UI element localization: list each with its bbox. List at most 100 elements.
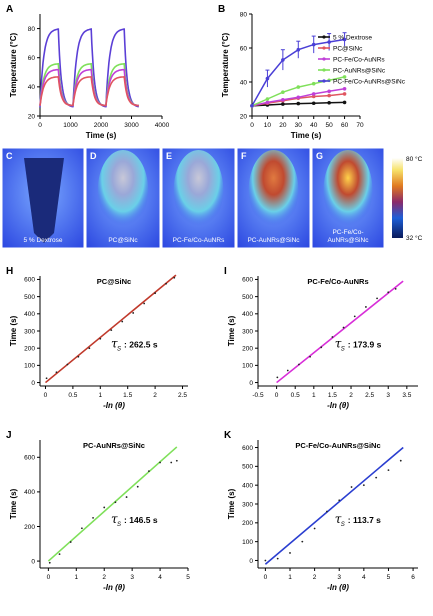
x-tick-label: 20	[279, 122, 287, 129]
data-point	[309, 355, 311, 358]
data-point	[342, 92, 347, 96]
image-label: 5 % Dextrose	[23, 237, 62, 244]
legend-entry: PC-Fe/Co-AuNRs@SiNc	[333, 78, 406, 85]
legend-entry: PC-Fe/Co-AuNRs	[333, 56, 385, 63]
panel-letter: K	[224, 430, 232, 441]
x-axis-label: -ln (θ)	[103, 401, 125, 410]
y-tick-label: 600	[24, 455, 35, 462]
data-point	[365, 306, 367, 308]
y-tick-label: 400	[24, 311, 35, 318]
data-point	[289, 552, 291, 554]
legend-marker	[322, 68, 326, 72]
tau-value: : 113.7 s	[348, 515, 381, 525]
y-tick-label: 200	[24, 345, 35, 352]
data-point	[313, 527, 316, 530]
y-tick-label: 0	[249, 380, 253, 387]
data-point	[298, 363, 300, 366]
data-point	[375, 476, 378, 479]
panel-letter: D	[90, 151, 97, 161]
y-tick-label: 60	[240, 45, 248, 52]
legend-marker	[322, 57, 326, 61]
thermal-image-e: E PC-Fe/Co-AuNRs	[161, 147, 236, 249]
panel-letter: I	[224, 266, 227, 277]
y-tick-label: 400	[242, 482, 253, 489]
data-point	[296, 95, 301, 100]
y-tick-label: 40	[28, 84, 36, 91]
y-tick-label: 100	[242, 539, 253, 546]
image-label: PC-AuNRs@SiNc	[247, 237, 300, 244]
data-point	[342, 75, 347, 79]
thermal-image-d: D PC@SiNc	[85, 147, 161, 249]
data-point	[114, 501, 117, 504]
x-axis-label: -ln (θ)	[327, 401, 349, 410]
data-point	[399, 459, 402, 462]
fit-line	[264, 446, 404, 565]
data-point	[342, 37, 347, 42]
x-tick-label: 0	[47, 574, 51, 581]
y-tick-label: 80	[240, 11, 248, 18]
data-point	[281, 58, 285, 62]
x-axis-label: Time (s)	[291, 131, 322, 140]
y-tick-label: 500	[242, 294, 253, 301]
data-point	[376, 297, 378, 300]
x-tick-label: 2	[349, 392, 353, 399]
y-tick-label: 200	[242, 345, 253, 352]
data-point	[327, 93, 331, 98]
y-tick-label: 400	[24, 489, 35, 496]
tau-symbol: τ	[111, 337, 118, 351]
data-point	[264, 559, 267, 562]
image-label: PC@SiNc	[108, 237, 138, 244]
image-label-line: AuNRs@SiNc	[328, 237, 370, 244]
data-point	[265, 97, 270, 101]
panel-letter: G	[316, 151, 323, 161]
x-tick-label: 40	[310, 122, 318, 129]
x-tick-label: 2	[313, 574, 317, 581]
data-point	[394, 287, 397, 290]
x-tick-label: 2	[153, 392, 157, 399]
y-tick-label: 200	[242, 520, 253, 527]
data-point	[159, 461, 161, 464]
panel-letter: H	[6, 266, 13, 277]
data-point	[58, 553, 61, 556]
data-point	[296, 47, 301, 52]
y-tick-label: 300	[24, 328, 35, 335]
y-axis-label: Time (s)	[227, 488, 236, 519]
image-label: PC-Fe/Co-AuNRs	[173, 237, 225, 244]
data-point	[103, 506, 106, 509]
data-point	[265, 76, 270, 81]
x-axis-label: Time (s)	[86, 131, 117, 140]
data-point	[110, 329, 113, 332]
x-tick-label: 3	[337, 574, 341, 581]
data-point	[342, 326, 345, 329]
tau-value: : 146.5 s	[124, 515, 158, 525]
x-tick-label: 1.5	[123, 392, 132, 399]
data-point	[281, 98, 285, 102]
x-axis-label: -ln (θ)	[103, 583, 125, 592]
data-point	[327, 100, 331, 105]
x-axis-label: -ln (θ)	[327, 583, 349, 592]
x-tick-label: 1	[74, 574, 78, 581]
data-point	[48, 561, 51, 564]
data-point	[143, 302, 146, 305]
data-point	[338, 499, 341, 502]
x-tick-label: 3	[386, 392, 390, 399]
fit-line	[44, 274, 177, 384]
x-tick-label: 0	[44, 392, 48, 399]
plot-title: PC-Fe/Co-AuNRs@SiNc	[295, 441, 380, 450]
data-point	[342, 100, 347, 105]
x-tick-label: 4000	[155, 122, 170, 129]
x-tick-label: 2.5	[178, 392, 187, 399]
data-point	[92, 516, 94, 519]
data-point	[132, 312, 135, 314]
x-tick-label: 0.5	[291, 392, 300, 399]
data-point	[311, 42, 316, 47]
legend-entry: PC@SiNc	[333, 45, 363, 52]
x-tick-label: 5	[186, 574, 190, 581]
tau-subscript: S	[341, 522, 345, 528]
data-point	[154, 292, 157, 295]
series-line-3	[39, 76, 139, 107]
y-tick-label: 600	[242, 445, 253, 452]
data-point	[311, 94, 316, 99]
panel-j: 0 1 2 3 4 5 0 200 400 600 -ln (θ) Time (s) J PC-AuNRs…	[6, 430, 190, 592]
x-tick-label: 0	[264, 574, 268, 581]
